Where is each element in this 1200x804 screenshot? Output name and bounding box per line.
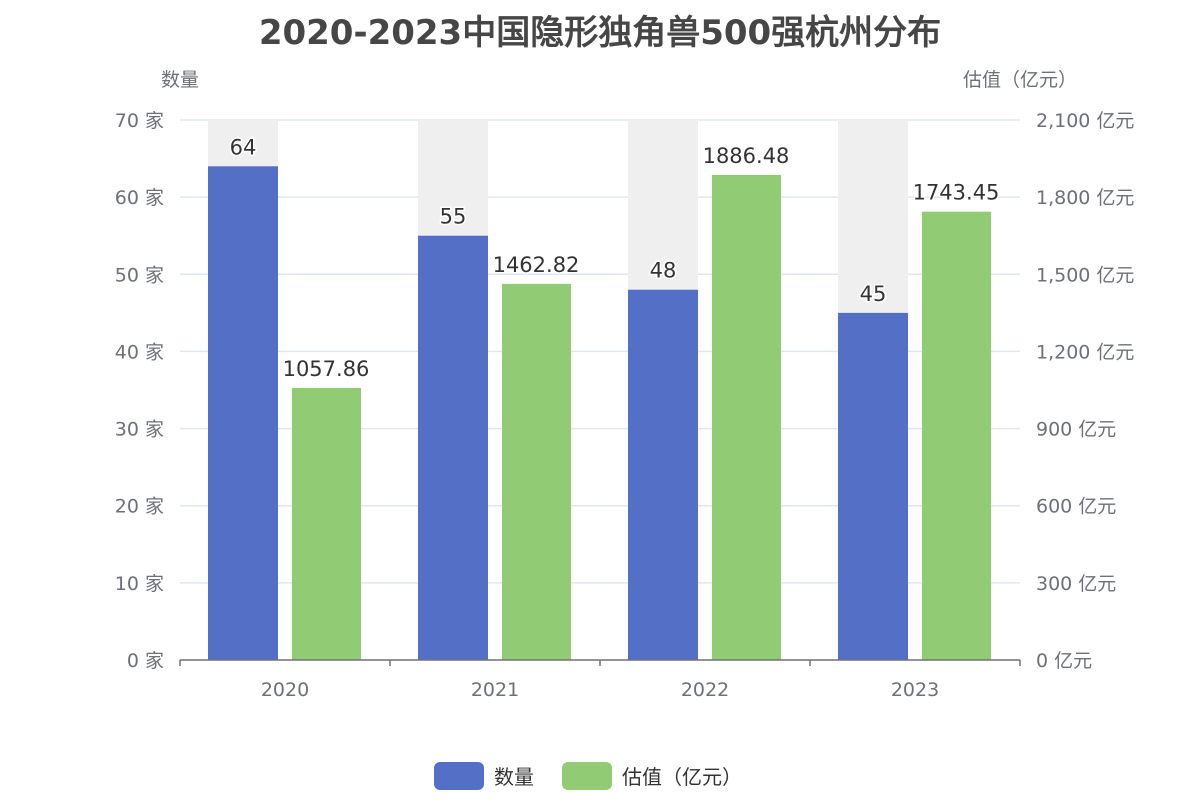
data-label-valuation: 1886.48 — [703, 144, 790, 168]
bar-valuation — [502, 283, 571, 660]
y-right-axis-name: 估值（亿元） — [963, 69, 1077, 91]
background-bar — [208, 120, 278, 167]
bar-valuation — [712, 174, 781, 660]
y-left-tick-label: 20 家 — [115, 496, 164, 518]
background-bar — [838, 120, 908, 313]
legend-swatch-valuation — [562, 762, 612, 790]
legend-label-count: 数量 — [494, 765, 534, 789]
y-left-tick-label: 30 家 — [115, 419, 164, 441]
data-label-count: 45 — [860, 282, 887, 306]
y-right-tick-label: 2,100 亿元 — [1036, 110, 1134, 132]
data-label-valuation: 1057.86 — [283, 357, 370, 381]
legend-label-valuation: 估值（亿元） — [622, 765, 742, 789]
y-right-tick-label: 0 亿元 — [1036, 650, 1092, 672]
y-right-tick-label: 300 亿元 — [1036, 573, 1116, 595]
y-right-tick-label: 1,500 亿元 — [1036, 264, 1134, 286]
bar-count — [208, 166, 278, 661]
data-label-count: 55 — [440, 205, 467, 229]
y-left-tick-label: 60 家 — [115, 187, 164, 209]
x-tick-label: 2023 — [891, 679, 939, 701]
bar-valuation — [922, 211, 991, 661]
data-label-count: 64 — [230, 135, 257, 159]
y-left-tick-label: 70 家 — [115, 110, 164, 132]
y-right-tick-label: 1,200 亿元 — [1036, 341, 1134, 363]
y-right-tick-label: 1,800 亿元 — [1036, 187, 1134, 209]
bar-count — [628, 289, 698, 660]
bar-valuation — [292, 387, 361, 660]
y-right-tick-label: 600 亿元 — [1036, 496, 1116, 518]
data-label-count: 48 — [650, 259, 677, 283]
bar-count — [838, 312, 908, 660]
y-right-tick-label: 900 亿元 — [1036, 419, 1116, 441]
chart-title: 2020-2023中国隐形独角兽500强杭州分布 — [259, 13, 941, 53]
bar-count — [418, 235, 488, 660]
y-left-tick-label: 0 家 — [127, 650, 164, 672]
background-bar — [418, 120, 488, 236]
x-tick-label: 2021 — [471, 679, 519, 701]
x-tick-label: 2020 — [261, 679, 309, 701]
data-label-valuation: 1462.82 — [493, 253, 580, 277]
legend-item-count[interactable]: 数量 — [434, 762, 534, 790]
x-tick-label: 2022 — [681, 679, 729, 701]
legend: 数量 估值（亿元） — [434, 762, 742, 790]
background-bar — [628, 120, 698, 290]
y-left-axis-name: 数量 — [161, 69, 199, 91]
legend-swatch-count — [434, 762, 484, 790]
y-left-tick-label: 10 家 — [115, 573, 164, 595]
legend-item-valuation[interactable]: 估值（亿元） — [562, 762, 742, 790]
y-left-tick-label: 40 家 — [115, 341, 164, 363]
data-label-valuation: 1743.45 — [913, 181, 1000, 205]
y-left-tick-label: 50 家 — [115, 264, 164, 286]
